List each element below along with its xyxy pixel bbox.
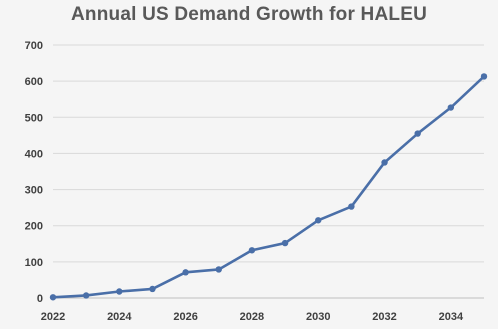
y-tick-label: 700 xyxy=(25,40,43,52)
x-tick-label: 2028 xyxy=(240,311,264,323)
data-point xyxy=(116,288,123,295)
data-point xyxy=(82,292,90,299)
data-point xyxy=(281,239,289,247)
y-tick-label: 100 xyxy=(25,257,43,269)
data-point xyxy=(348,203,355,210)
x-tick-label: 2030 xyxy=(306,311,330,323)
data-point xyxy=(49,294,57,301)
data-point xyxy=(315,217,322,224)
x-tick-label: 2032 xyxy=(372,311,396,323)
x-tick-label: 2034 xyxy=(439,311,464,323)
chart-title: Annual US Demand Growth for HALEU xyxy=(71,4,427,25)
data-point xyxy=(381,159,388,166)
x-tick-label: 2024 xyxy=(107,311,132,323)
data-point xyxy=(182,269,189,276)
data-point xyxy=(215,266,222,273)
y-tick-label: 200 xyxy=(25,221,43,233)
data-point xyxy=(414,130,421,137)
data-point xyxy=(447,104,455,111)
data-point xyxy=(149,285,156,293)
y-tick-label: 500 xyxy=(25,112,43,124)
x-tick-label: 2022 xyxy=(41,311,65,323)
y-tick-label: 400 xyxy=(25,148,43,160)
x-tick-label: 2026 xyxy=(173,311,197,323)
data-point xyxy=(248,247,256,254)
series-line xyxy=(51,75,486,299)
y-tick-label: 300 xyxy=(25,185,43,197)
y-tick-label: 600 xyxy=(25,76,43,88)
y-tick-label: 0 xyxy=(37,293,43,305)
data-point xyxy=(480,73,488,80)
